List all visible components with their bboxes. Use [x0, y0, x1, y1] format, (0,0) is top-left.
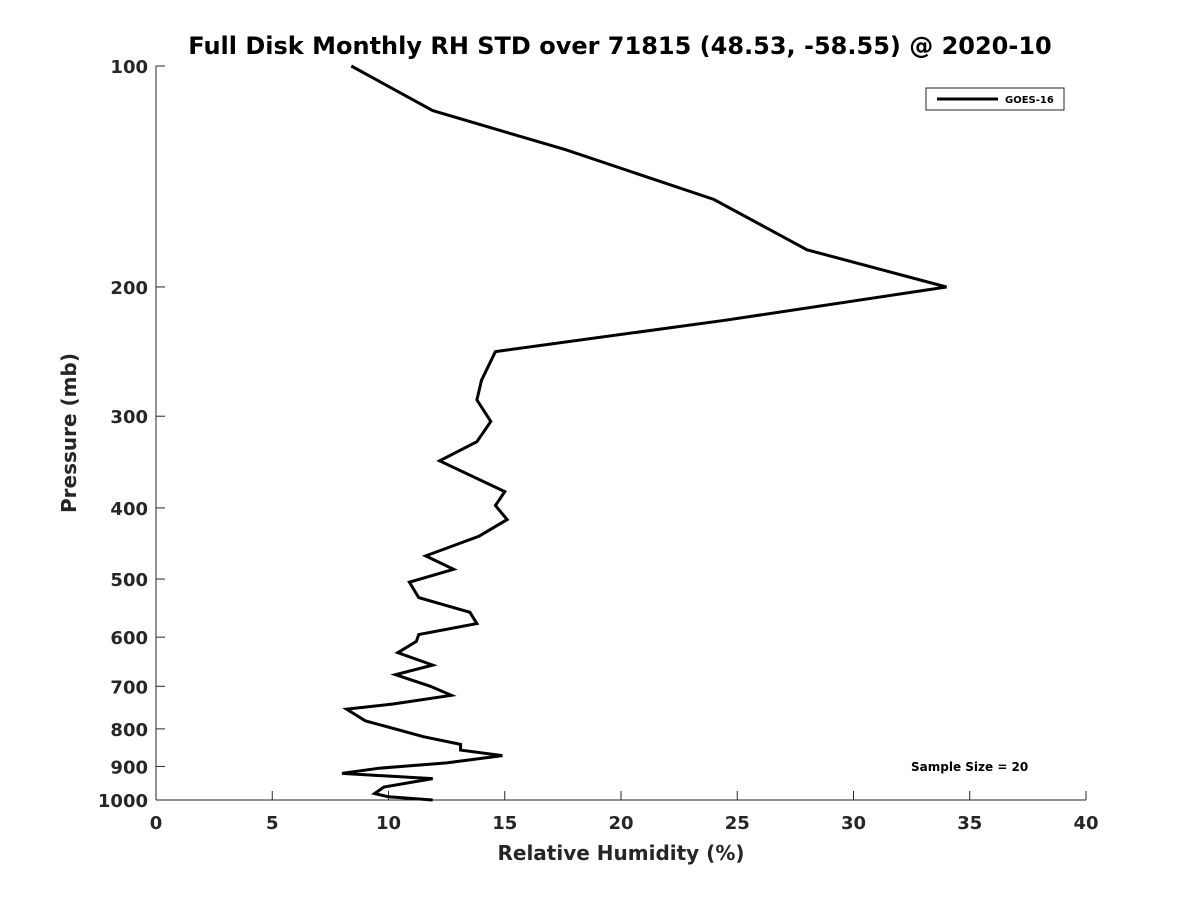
x-tick-label: 0 [150, 813, 163, 834]
x-tick-label: 15 [492, 813, 517, 834]
x-tick-label: 30 [841, 813, 866, 834]
x-tick-label: 25 [725, 813, 750, 834]
x-axis-label: Relative Humidity (%) [497, 841, 744, 865]
x-tick-label: 5 [266, 813, 279, 834]
x-tick-label: 40 [1073, 813, 1098, 834]
y-tick-label: 600 [110, 628, 148, 649]
y-tick-label: 1000 [98, 791, 148, 812]
sample-size-annotation: Sample Size = 20 [911, 760, 1028, 774]
series-group [341, 64, 947, 802]
y-tick-label: 800 [110, 720, 148, 741]
y-ticks: 100 200 300 400 500 600 700 800 900 1000 [98, 57, 165, 812]
x-ticks: 0 5 10 15 20 25 30 35 40 [150, 791, 1099, 834]
y-tick-label: 300 [110, 407, 148, 428]
y-tick-label: 400 [110, 499, 148, 520]
legend-entry-goes-16: GOES-16 [1005, 95, 1054, 106]
y-tick-label: 500 [110, 570, 148, 591]
x-tick-label: 20 [608, 813, 633, 834]
y-tick-label: 700 [110, 677, 148, 698]
y-tick-label: 100 [110, 57, 148, 78]
x-tick-label: 10 [376, 813, 401, 834]
legend: GOES-16 [925, 87, 1065, 111]
x-tick-label: 35 [957, 813, 982, 834]
series-line-goes-16 [341, 64, 947, 802]
y-tick-label: 200 [110, 278, 148, 299]
chart-title: Full Disk Monthly RH STD over 71815 (48.… [188, 32, 1051, 60]
y-tick-label: 900 [110, 757, 148, 778]
y-axis-label: Pressure (mb) [57, 353, 81, 513]
plot-area [155, 66, 1086, 801]
